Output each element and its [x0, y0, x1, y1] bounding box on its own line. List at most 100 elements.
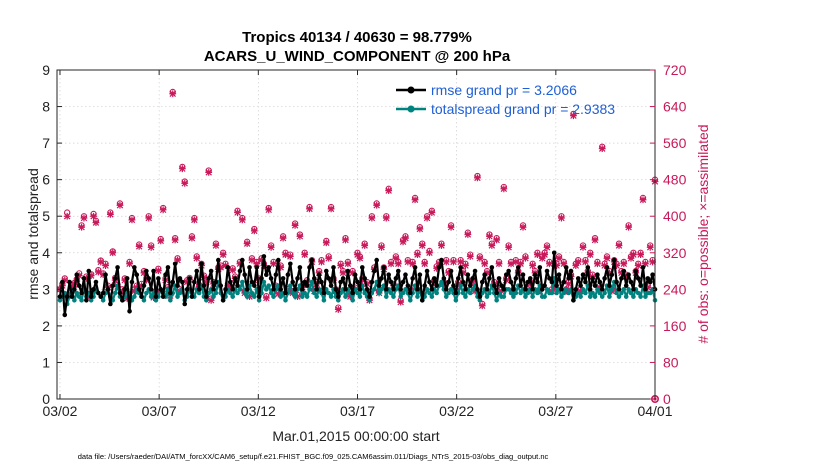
legend-entry-rmse: rmse grand pr = 3.2066 [396, 82, 577, 98]
totalspread-point [278, 294, 284, 299]
totalspread-point [460, 290, 466, 296]
rmse-point [643, 287, 648, 292]
rmse-point [583, 279, 588, 285]
rmse-point [602, 276, 607, 281]
rmse-point [148, 287, 154, 292]
rmse-point [347, 283, 353, 288]
obs-assimilated-point [274, 290, 282, 298]
obs-assimilated-point [529, 262, 537, 269]
rmse-point [419, 298, 425, 303]
rmse-point [67, 279, 72, 285]
rmse-point [84, 298, 89, 303]
rmse-point [549, 279, 555, 285]
rmse-point [441, 276, 447, 281]
rmse-point [213, 279, 219, 285]
totalspread-point [175, 294, 180, 299]
rmse-point [467, 283, 473, 288]
totalspread-point [264, 287, 269, 292]
x-axis: 03/02 03/07 03/12 03/17 03/22 03/27 04/01 [42, 70, 673, 419]
rmse-point [115, 265, 120, 270]
rmse-point [103, 272, 108, 278]
y-axis-right-label: # of obs: o=possible; ×=assimilated [695, 124, 711, 343]
rmse-point [559, 287, 564, 292]
obs-assimilated-point [615, 242, 623, 249]
rmse-point [139, 294, 144, 299]
obs-assimilated-point [87, 272, 95, 280]
rmse-point [592, 283, 598, 288]
obs-assimilated-point [601, 262, 609, 269]
rmse-point [374, 257, 379, 263]
obs-assimilated-point [334, 306, 342, 313]
totalspread-point [549, 290, 555, 296]
totalspread-point [153, 298, 159, 303]
rmse-point [292, 287, 298, 292]
rmse-point [518, 283, 523, 288]
rmse-point [146, 276, 152, 281]
obs-assimilated-point [620, 260, 628, 268]
rmse-point [182, 301, 188, 307]
totalspread-point [535, 290, 540, 296]
rmse-point [640, 265, 646, 270]
totalspread-point [213, 290, 219, 296]
rmse-point [297, 265, 303, 270]
rmse-point [647, 279, 653, 285]
obs-assimilated-point [238, 216, 246, 224]
rmse-point [79, 290, 84, 296]
rmse-point [547, 276, 552, 281]
obs-assimilated-point [522, 254, 529, 262]
y-right-tick-label: 720 [663, 62, 687, 78]
obs-assimilated-point [442, 258, 450, 266]
rmse-point [105, 287, 111, 292]
legend: rmse grand pr = 3.2066 totalspread grand… [396, 82, 615, 117]
obs-assimilated-point [150, 294, 157, 301]
obs-assimilated-point [106, 210, 114, 218]
obs-assimilated-point [603, 254, 611, 262]
rmse-point [108, 301, 113, 307]
rmse-point [57, 294, 63, 299]
rmse-point [216, 257, 221, 263]
rmse-point [587, 287, 593, 292]
totalspread-point [326, 290, 331, 296]
obs-assimilated-point [416, 225, 424, 233]
totalspread-point [458, 283, 463, 288]
obs-assimilated-point [157, 237, 165, 245]
obs-assimilated-point [294, 293, 301, 301]
obs-assimilated-point [565, 280, 573, 288]
rmse-point [249, 279, 255, 285]
rmse-point [609, 272, 615, 278]
totalspread-point [244, 294, 250, 299]
totalspread-point [587, 294, 593, 299]
totalspread-point [74, 290, 80, 296]
totalspread-point [112, 290, 118, 296]
obs-assimilated-point [121, 276, 129, 284]
rmse-point [451, 283, 456, 288]
rmse-point [621, 268, 627, 274]
obs-assimilated-point [459, 269, 467, 277]
obs-assimilated-point [296, 232, 304, 240]
rmse-point [417, 272, 423, 278]
totalspread-point [544, 287, 550, 292]
rmse-point [283, 290, 288, 296]
obs-assimilated-point [440, 280, 448, 288]
obs-assimilated-point [507, 260, 515, 268]
obs-assimilated-point [109, 249, 117, 257]
y-tick-label: 2 [42, 318, 50, 334]
rmse-point [117, 290, 123, 296]
rmse-point [141, 283, 147, 288]
rmse-point [412, 265, 418, 270]
y-tick-label: 3 [42, 281, 50, 297]
obs-assimilated-point [555, 254, 563, 262]
obs-assimilated-point [570, 112, 577, 120]
rmse-point [379, 276, 384, 281]
obs-assimilated-point [418, 242, 426, 249]
rmse-point [537, 265, 543, 270]
totalspread-point [288, 283, 293, 288]
obs-assimilated-point [181, 179, 189, 187]
rmse-point [144, 268, 149, 274]
obs-assimilated-point [498, 287, 505, 295]
rmse-point [571, 298, 576, 303]
totalspread-point [631, 294, 636, 299]
obs-assimilated-point [387, 260, 395, 268]
totalspread-point [383, 294, 389, 299]
rmse-point [331, 265, 336, 270]
